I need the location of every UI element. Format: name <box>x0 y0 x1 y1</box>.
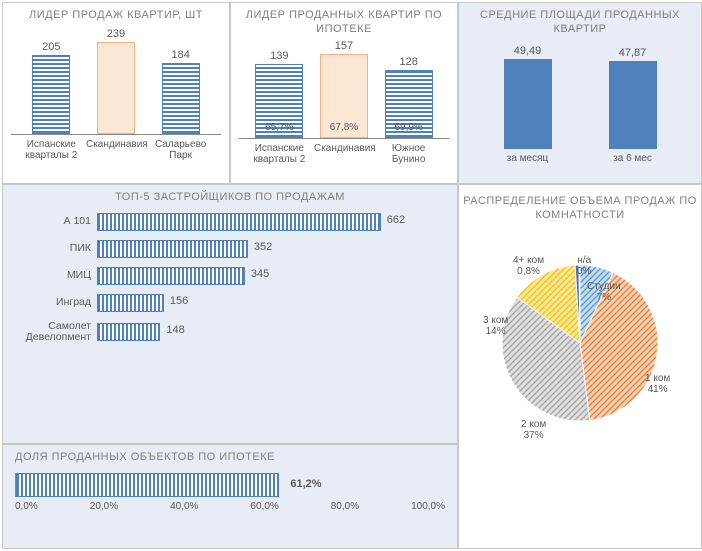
mortgage-leader-chart: ЛИДЕР ПРОДАННЫХ КВАРТИР ПО ИПОТЕКЕ 139 65… <box>230 2 458 184</box>
hbar-row: Инград 156 <box>13 294 447 312</box>
chart3-title: СРЕДНИЕ ПЛОЩАДИ ПРОДАННЫХ КВАРТИР <box>459 3 701 39</box>
mortgage-share-chart: ДОЛЯ ПРОДАННЫХ ОБЪЕКТОВ ПО ИПОТЕКЕ 61,2%… <box>2 444 458 549</box>
hbar-label: МИЦ <box>13 270 97 282</box>
hbar-label: А 101 <box>13 216 97 228</box>
chart1-title: ЛИДЕР ПРОДАЖ КВАРТИР, ШТ <box>3 3 229 25</box>
bar: 65,7% <box>255 64 303 138</box>
rooms-pie-chart: РАСПРЕДЕЛЕНИЕ ОБЪЕМА ПРОДАЖ ПО КОМНАТНОС… <box>458 184 702 549</box>
bar-col: 128 69,9% <box>379 56 439 138</box>
bar-col: 157 67,8% <box>314 40 374 137</box>
tick-label: 60,0% <box>250 501 278 512</box>
pie-label: 4+ ком0,8% <box>513 255 544 278</box>
chart2-title: ЛИДЕР ПРОДАННЫХ КВАРТИР ПО ИПОТЕКЕ <box>231 3 457 39</box>
bar-col: 49,49 <box>488 45 568 149</box>
hbar-value: 352 <box>254 241 272 253</box>
tick-label: 40,0% <box>170 501 198 512</box>
pie-label: н/а0% <box>577 255 591 278</box>
x-label: Испанские кварталы 2 <box>21 139 81 162</box>
hbar-value: 148 <box>166 324 184 336</box>
tick-label: 0,0% <box>15 501 38 512</box>
hbar <box>97 240 248 258</box>
share-bar: 61,2% <box>16 473 279 497</box>
bar-value: 47,87 <box>619 47 647 59</box>
hbar <box>97 294 164 312</box>
hbar <box>97 213 381 231</box>
tick-label: 100,0% <box>411 501 445 512</box>
bar-value: 184 <box>171 49 189 61</box>
bar-inner-value: 65,7% <box>256 122 302 133</box>
bar-value: 139 <box>270 50 288 62</box>
pie-label: 2 ком37% <box>521 419 546 442</box>
bar-col: 139 65,7% <box>249 50 309 138</box>
bar-inner-value: 67,8% <box>321 122 367 133</box>
bar-col: 184 <box>151 49 211 134</box>
bar-value: 157 <box>335 40 353 52</box>
chart5-title: РАСПРЕДЕЛЕНИЕ ОБЪЕМА ПРОДАЖ ПО КОМНАТНОС… <box>459 185 701 225</box>
x-label: за 6 мес <box>593 153 673 165</box>
bar <box>97 42 135 134</box>
top5-developers-chart: ТОП-5 ЗАСТРОЙЩИКОВ ПО ПРОДАЖАМ А 101 662 П… <box>2 184 458 444</box>
bar-value: 239 <box>107 28 125 40</box>
bar <box>162 63 200 134</box>
x-label: за месяц <box>488 153 568 165</box>
share-value: 61,2% <box>290 478 321 490</box>
hbar-row: Самолет Девелопмент 148 <box>13 321 447 344</box>
hbar <box>97 323 160 341</box>
bar <box>609 61 657 148</box>
x-label: Скандинавия <box>86 139 146 162</box>
bar-col: 239 <box>86 28 146 134</box>
pie-label: 3 ком14% <box>483 315 508 338</box>
bar-col: 205 <box>21 41 81 134</box>
bar <box>32 55 70 134</box>
pie-label: Студии7% <box>587 281 621 304</box>
bar: 67,8% <box>320 54 368 137</box>
hbar-value: 156 <box>170 295 188 307</box>
bar <box>504 59 552 149</box>
hbar-label: Самолет Девелопмент <box>13 321 97 344</box>
bar-value: 128 <box>399 56 417 68</box>
tick-label: 80,0% <box>331 501 359 512</box>
hbar-row: А 101 662 <box>13 213 447 231</box>
bar-value: 49,49 <box>514 45 542 57</box>
chart6-title: ДОЛЯ ПРОДАННЫХ ОБЪЕКТОВ ПО ИПОТЕКЕ <box>3 445 457 467</box>
hbar <box>97 267 245 285</box>
hbar-label: Инград <box>13 297 97 309</box>
x-label: Южное Бунино <box>379 143 439 166</box>
tick-label: 20,0% <box>90 501 118 512</box>
chart4-title: ТОП-5 ЗАСТРОЙЩИКОВ ПО ПРОДАЖАМ <box>3 185 457 207</box>
x-label: Испанские кварталы 2 <box>249 143 309 166</box>
bar-col: 47,87 <box>593 47 673 148</box>
hbar-row: ПИК 352 <box>13 240 447 258</box>
hbar-label: ПИК <box>13 243 97 255</box>
bar-value: 205 <box>42 41 60 53</box>
bar-inner-value: 69,9% <box>386 122 432 133</box>
x-label: Саларьево Парк <box>151 139 211 162</box>
hbar-row: МИЦ 345 <box>13 267 447 285</box>
bar: 69,9% <box>385 70 433 138</box>
x-label: Скандинавия <box>314 143 374 166</box>
hbar-value: 662 <box>387 214 405 226</box>
avg-area-chart: СРЕДНИЕ ПЛОЩАДИ ПРОДАННЫХ КВАРТИР 49,49 4… <box>458 2 702 184</box>
hbar-value: 345 <box>251 268 269 280</box>
sales-leader-chart: ЛИДЕР ПРОДАЖ КВАРТИР, ШТ 205 239 184 Испан… <box>2 2 230 184</box>
pie-label: 1 ком41% <box>645 373 670 396</box>
